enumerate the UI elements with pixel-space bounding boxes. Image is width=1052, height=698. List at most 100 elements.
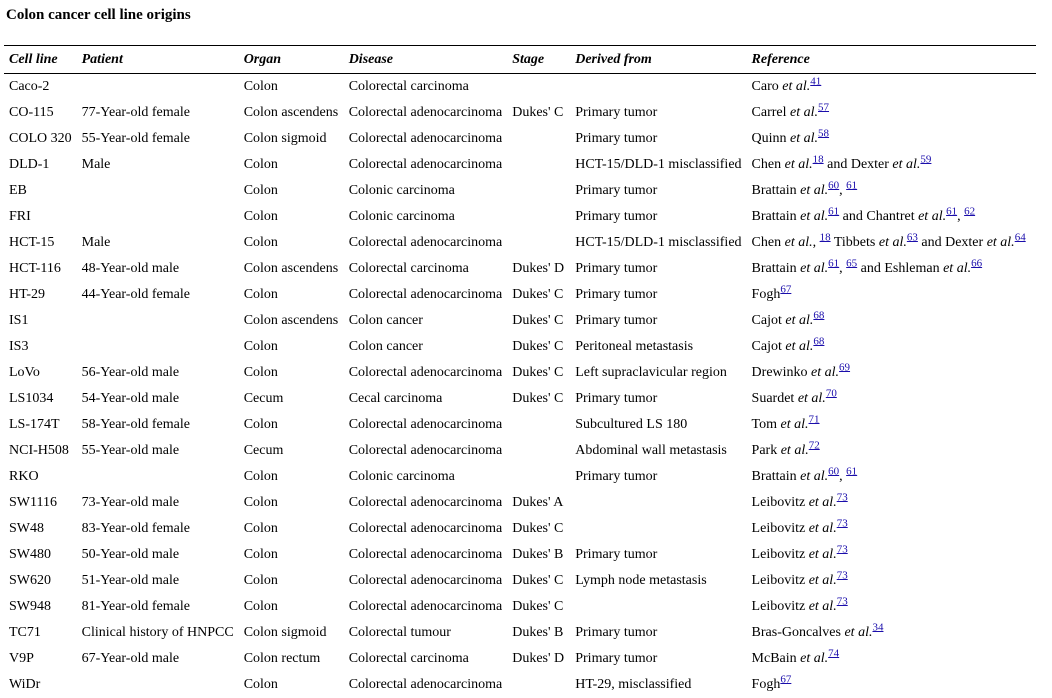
citation-link[interactable]: 73 [836,490,848,503]
reference-author: Park [751,442,778,458]
citation-link[interactable]: 18 [819,230,831,243]
citation-link[interactable]: 58 [818,126,830,139]
citation-link[interactable]: 70 [825,386,837,399]
organ-cell: Colon ascendens [243,104,339,120]
reference-author: Quinn [751,130,787,146]
reference-cell: Cajot et al.68 [747,334,1036,360]
reference-etal: et al. [918,208,947,224]
citation-link[interactable]: 67 [780,672,792,685]
citation-link[interactable]: 61 [946,204,958,217]
citation-link[interactable]: 73 [836,542,848,555]
citation-link[interactable]: 41 [810,75,822,88]
table-row: HCT-15 Male Colon Colorectal adenocarcinoma… [4,230,1036,256]
patient-cell: 83-Year-old female [81,520,190,536]
citation-link[interactable]: 18 [812,152,824,165]
cell-line-cell: V9P [9,650,34,666]
citation-link[interactable]: 73 [836,594,848,607]
disease-cell: Colonic carcinoma [348,468,455,484]
citation-link[interactable]: 68 [813,334,825,347]
citation-link[interactable]: 62 [964,204,976,217]
disease-cell: Colonic carcinoma [348,182,455,198]
reference-cell: Suardet et al.70 [747,386,1036,412]
citation-link[interactable]: 61 [846,178,858,191]
citation-link[interactable]: 66 [971,256,983,269]
reference-author: McBain [751,650,797,666]
table-row: IS3 Colon Colon cancer Dukes' C Peritoneal m… [4,334,1036,360]
disease-cell: Colon cancer [348,312,423,328]
cell-line-cell: RKO [9,468,39,484]
citation-link[interactable]: 73 [836,516,848,529]
header-patient: Patient [76,45,239,74]
reference-etal: et al. [943,260,972,276]
table-body: Caco-2 Colon Colorectal carcinoma Caro et a… [4,74,1036,698]
reference-etal: et al. [844,624,873,640]
citation-link[interactable]: 59 [920,152,932,165]
stage-cell: Dukes' C [512,104,564,120]
stage-cell: Dukes' A [512,494,564,510]
derived-from-cell: Peritoneal metastasis [575,338,694,354]
patient-cell: 55-Year-old female [81,130,190,146]
organ-cell: Colon ascendens [243,312,339,328]
header-organ: Organ [238,45,344,74]
reference-etal: et al. [808,572,837,588]
table-row: NCI-H508 55-Year-old male Cecum Colorectal … [4,438,1036,464]
citation-link[interactable]: 60 [828,464,840,477]
cell-line-table: Cell line Patient Organ Disease Stage De… [4,45,1036,698]
table-row: SW948 81-Year-old female Colon Colorectal a… [4,594,1036,620]
stage-cell [507,178,570,204]
citation-link[interactable]: 68 [813,308,825,321]
reference-cell: Chen et al., 18 Tibbets et al.63 and Dex… [747,230,1036,256]
reference-cell: Tom et al.71 [747,412,1036,438]
header-cell-line: Cell line [4,45,77,74]
citation-link[interactable]: 57 [818,100,830,113]
reference-author: Bras-Goncalves [751,624,841,640]
reference-cell: Leibovitz et al.73 [747,568,1036,594]
citation-link[interactable]: 60 [828,178,840,191]
reference-etal: et al. [808,598,837,614]
citation-link[interactable]: 63 [906,230,918,243]
citation-link[interactable]: 64 [1014,230,1026,243]
disease-cell: Colorectal adenocarcinoma [348,104,503,120]
derived-from-cell: Primary tumor [575,312,658,328]
citation-link[interactable]: 69 [839,360,851,373]
stage-cell [507,126,570,152]
reference-cell: Leibovitz et al.73 [747,516,1036,542]
derived-from-cell: Primary tumor [575,624,658,640]
citation-link[interactable]: 71 [808,412,820,425]
citation-link[interactable]: 72 [808,438,820,451]
organ-cell: Colon ascendens [243,260,339,276]
reference-etal: et al. [780,416,809,432]
citation-link[interactable]: 74 [828,646,840,659]
reference-author: Cajot [751,312,782,328]
citation-link[interactable]: 61 [828,204,840,217]
reference-etal: et al. [800,260,829,276]
organ-cell: Colon rectum [243,650,321,666]
citation-link[interactable]: 73 [836,568,848,581]
table-row: HCT-116 48-Year-old male Colon ascendens Co… [4,256,1036,282]
organ-cell: Cecum [243,390,284,406]
organ-cell: Colon [243,494,278,510]
stage-cell: Dukes' C [512,572,564,588]
reference-author: Leibovitz [751,520,806,536]
header-disease: Disease [343,45,508,74]
stage-cell [507,74,570,100]
organ-cell: Colon [243,468,278,484]
reference-etal: et al. [808,520,837,536]
derived-from-cell [570,74,746,100]
derived-from-cell [570,594,746,620]
stage-cell: Dukes' C [512,286,564,302]
disease-cell: Colorectal adenocarcinoma [348,572,503,588]
disease-cell: Colon cancer [348,338,423,354]
citation-link[interactable]: 61 [846,464,858,477]
patient-cell: Male [81,156,111,172]
cell-line-cell: HT-29 [9,286,46,302]
patient-cell [77,308,239,334]
derived-from-cell: Primary tumor [575,468,658,484]
citation-link[interactable]: 65 [846,256,858,269]
citation-link[interactable]: 67 [780,282,792,295]
citation-link[interactable]: 34 [872,620,884,633]
cell-line-cell: SW620 [9,572,51,588]
reference-separator: and [857,260,885,276]
table-row: LoVo 56-Year-old male Colon Colorectal aden… [4,360,1036,386]
citation-link[interactable]: 61 [828,256,840,269]
